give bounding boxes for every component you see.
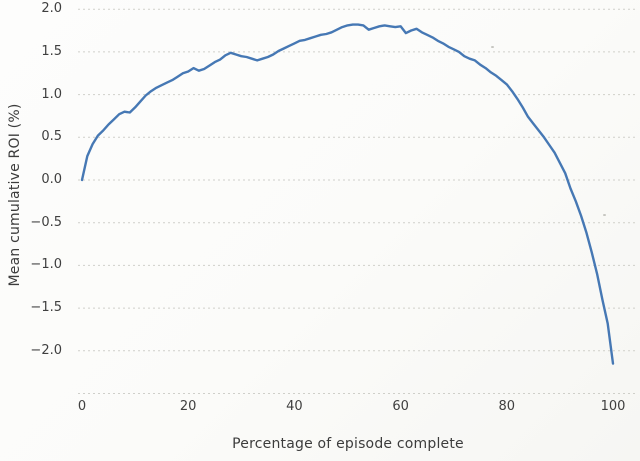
gridlines: [78, 8, 638, 394]
y-tick-label: −2.0: [30, 342, 62, 358]
x-tick-label: 0: [77, 399, 87, 414]
x-tick-label: 100: [600, 399, 626, 414]
series-mean-cumulative-roi: [80, 23, 615, 365]
scan-speck: [603, 214, 606, 216]
scan-speck: [491, 46, 494, 48]
x-tick-label: 20: [179, 399, 197, 414]
y-tick-label: −1.0: [30, 257, 62, 273]
y-tick-label: −0.5: [30, 214, 62, 230]
roi-line-series: [80, 23, 615, 365]
x-axis-title: Percentage of episode complete: [232, 436, 464, 452]
y-tick-label: 2.0: [41, 1, 62, 17]
x-tick-label: 40: [286, 399, 303, 414]
y-tick-label: 0.5: [41, 129, 62, 145]
x-tick-label: 80: [498, 399, 516, 414]
x-tick-label: 60: [392, 399, 409, 414]
y-tick-label: 1.5: [41, 43, 62, 59]
y-tick-label: −1.5: [30, 300, 62, 316]
y-tick-label: 0.0: [41, 172, 62, 187]
y-tick-label: 1.0: [41, 86, 62, 102]
